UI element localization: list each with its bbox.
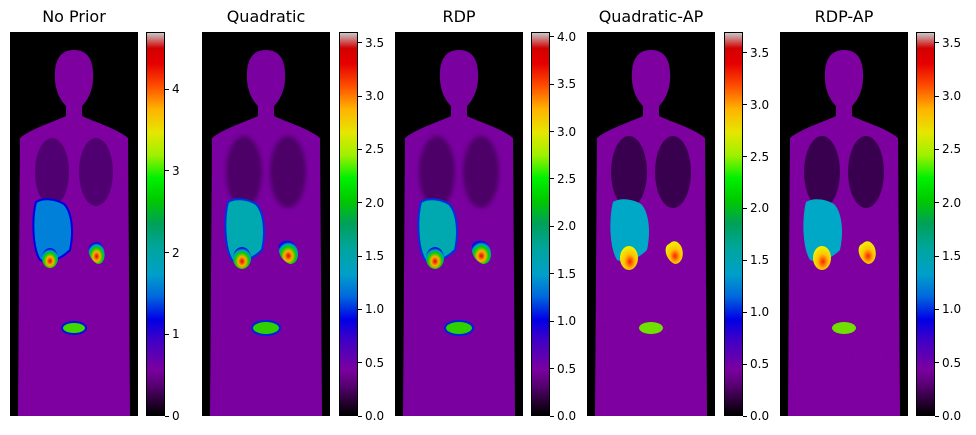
colorbar-tick-mark bbox=[165, 89, 169, 90]
colorbar-tick-mark bbox=[743, 156, 747, 157]
colorbar-tick-label: 2.0 bbox=[365, 196, 385, 210]
colorbar-tick-mark bbox=[358, 256, 362, 257]
colorbar-tick-mark bbox=[358, 202, 362, 203]
colorbar-tick-label: 0.0 bbox=[557, 409, 577, 423]
colorbar-tick-mark bbox=[743, 260, 747, 261]
colorbar-tick-label: 1.5 bbox=[750, 253, 770, 267]
colorbar-tick-mark bbox=[743, 208, 747, 209]
colorbar-tick-mark bbox=[935, 256, 939, 257]
colorbar-tick-mark bbox=[935, 96, 939, 97]
colorbar-tick-mark bbox=[550, 321, 554, 322]
colorbar-tick-label: 2 bbox=[172, 246, 180, 260]
colorbar-tick-mark bbox=[743, 364, 747, 365]
colorbar-tick-mark bbox=[165, 170, 169, 171]
panel-title: Quadratic bbox=[226, 7, 306, 26]
colorbar-tick-label: 2.5 bbox=[365, 142, 385, 156]
colorbar-tick-label: 2.5 bbox=[557, 172, 577, 186]
colorbar-tick-label: 3.5 bbox=[557, 77, 577, 91]
colorbar-tick-label: 0.0 bbox=[942, 409, 962, 423]
colorbar bbox=[146, 32, 165, 416]
colorbar bbox=[724, 32, 743, 416]
pet-image-quadratic-ap bbox=[587, 32, 715, 416]
colorbar-tick-mark bbox=[358, 149, 362, 150]
colorbar-tick-mark bbox=[935, 416, 939, 417]
colorbar-tick-label: 1 bbox=[172, 327, 180, 341]
colorbar-tick-mark bbox=[165, 334, 169, 335]
colorbar-tick-mark bbox=[935, 202, 939, 203]
panel-title: RDP-AP bbox=[814, 7, 874, 26]
colorbar-tick-label: 0.0 bbox=[365, 409, 385, 423]
colorbar-tick-label: 3.0 bbox=[557, 125, 577, 139]
colorbar-tick-mark bbox=[743, 52, 747, 53]
pet-image-rdp-ap bbox=[780, 32, 908, 416]
colorbar-tick-label: 0.5 bbox=[557, 362, 577, 376]
panel-title: RDP bbox=[442, 7, 476, 26]
colorbar-tick-mark bbox=[935, 362, 939, 363]
colorbar-tick-label: 2.5 bbox=[750, 150, 770, 164]
colorbar-tick-label: 3.0 bbox=[942, 89, 962, 103]
colorbar-tick-label: 3.0 bbox=[365, 89, 385, 103]
colorbar-tick-mark bbox=[935, 149, 939, 150]
colorbar-tick-label: 0.0 bbox=[750, 409, 770, 423]
colorbar-tick-label: 2.0 bbox=[942, 196, 962, 210]
colorbar bbox=[916, 32, 935, 416]
colorbar-tick-mark bbox=[550, 178, 554, 179]
colorbar-tick-mark bbox=[935, 309, 939, 310]
colorbar-tick-mark bbox=[550, 84, 554, 85]
colorbar-tick-mark bbox=[550, 368, 554, 369]
colorbar-tick-mark bbox=[743, 312, 747, 313]
colorbar-tick-label: 1.5 bbox=[942, 249, 962, 263]
colorbar-tick-label: 1.0 bbox=[942, 302, 962, 316]
colorbar-tick-label: 3.5 bbox=[750, 46, 770, 60]
colorbar-tick-mark bbox=[743, 104, 747, 105]
colorbar-tick-mark bbox=[550, 416, 554, 417]
colorbar-tick-mark bbox=[358, 416, 362, 417]
pet-image-quadratic bbox=[202, 32, 330, 416]
colorbar-tick-mark bbox=[743, 416, 747, 417]
colorbar-tick-label: 3 bbox=[172, 164, 180, 178]
colorbar-tick-label: 2.0 bbox=[557, 219, 577, 233]
panel-title: No Prior bbox=[42, 7, 106, 26]
colorbar-tick-label: 3.5 bbox=[365, 36, 385, 50]
colorbar-tick-label: 1.5 bbox=[365, 249, 385, 263]
colorbar-tick-label: 0.5 bbox=[942, 356, 962, 370]
panel-title: Quadratic-AP bbox=[598, 7, 704, 26]
colorbar-tick-label: 2.5 bbox=[942, 142, 962, 156]
colorbar-tick-label: 0.5 bbox=[365, 356, 385, 370]
colorbar-tick-mark bbox=[358, 96, 362, 97]
colorbar bbox=[531, 32, 550, 416]
colorbar-tick-label: 1.0 bbox=[557, 314, 577, 328]
colorbar-tick-mark bbox=[358, 362, 362, 363]
colorbar-tick-mark bbox=[935, 42, 939, 43]
colorbar-tick-mark bbox=[165, 252, 169, 253]
colorbar-tick-mark bbox=[165, 416, 169, 417]
colorbar-tick-mark bbox=[550, 36, 554, 37]
colorbar-tick-label: 3.5 bbox=[942, 36, 962, 50]
colorbar-tick-label: 0.5 bbox=[750, 357, 770, 371]
colorbar-tick-label: 4.0 bbox=[557, 30, 577, 44]
colorbar-tick-mark bbox=[550, 226, 554, 227]
pet-image-no-prior bbox=[10, 32, 138, 416]
colorbar-tick-mark bbox=[358, 42, 362, 43]
colorbar bbox=[339, 32, 358, 416]
colorbar-tick-label: 4 bbox=[172, 82, 180, 96]
colorbar-tick-label: 0 bbox=[172, 409, 180, 423]
pet-image-rdp bbox=[395, 32, 523, 416]
colorbar-tick-label: 1.5 bbox=[557, 267, 577, 281]
colorbar-tick-mark bbox=[550, 131, 554, 132]
colorbar-tick-mark bbox=[358, 309, 362, 310]
colorbar-tick-label: 1.0 bbox=[750, 305, 770, 319]
colorbar-tick-mark bbox=[550, 273, 554, 274]
colorbar-tick-label: 2.0 bbox=[750, 201, 770, 215]
colorbar-tick-label: 1.0 bbox=[365, 302, 385, 316]
colorbar-tick-label: 3.0 bbox=[750, 98, 770, 112]
